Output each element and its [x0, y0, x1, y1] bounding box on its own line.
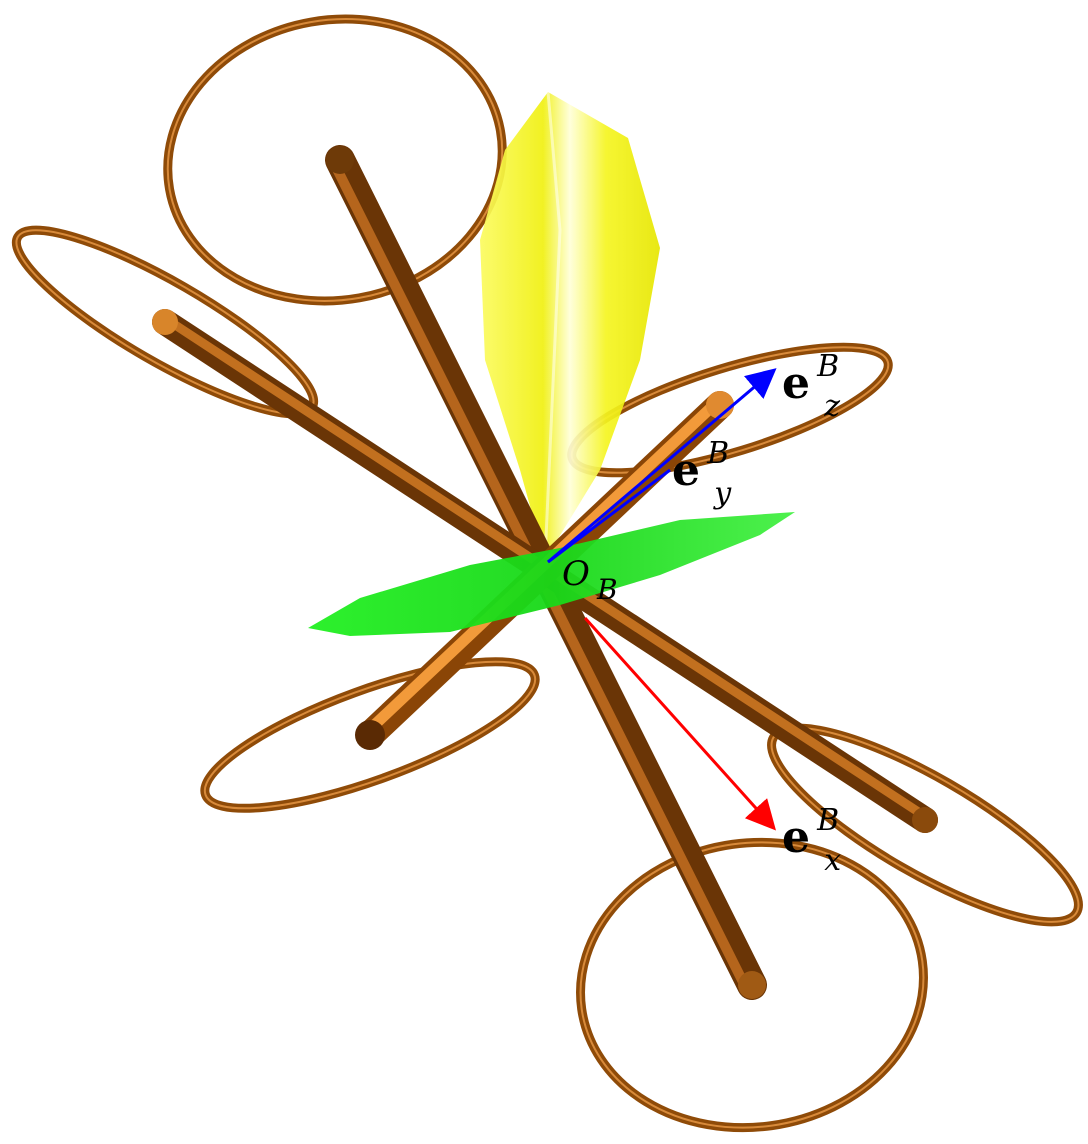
- label-ez-sub: z: [823, 389, 840, 424]
- axis-ex: [583, 616, 777, 831]
- arm-end-caps: [152, 146, 938, 999]
- label-origin-sub: B: [596, 573, 618, 606]
- label-ey-base: e: [672, 445, 700, 496]
- axis-ez: [547, 368, 777, 564]
- label-ex-sub: x: [824, 843, 841, 878]
- label-ey-sub: y: [712, 476, 732, 511]
- label-ez-sup: B: [816, 349, 839, 384]
- label-ez-base: e: [782, 358, 810, 409]
- axis-labels: e B z e B y e B x O B: [562, 349, 844, 878]
- yellow-cone: [480, 91, 660, 561]
- label-origin-base: O: [562, 554, 590, 594]
- green-disc: [308, 512, 795, 636]
- label-ex-sup: B: [816, 803, 839, 838]
- body-axes: [547, 368, 777, 831]
- label-ey-sup: B: [706, 436, 729, 471]
- label-ex-base: e: [782, 812, 810, 863]
- svg-text:e B z: e B z: [782, 349, 844, 424]
- svg-text:e B x: e B x: [782, 803, 844, 878]
- svg-text:O B: O B: [562, 554, 618, 606]
- svg-text:e B y: e B y: [672, 436, 734, 511]
